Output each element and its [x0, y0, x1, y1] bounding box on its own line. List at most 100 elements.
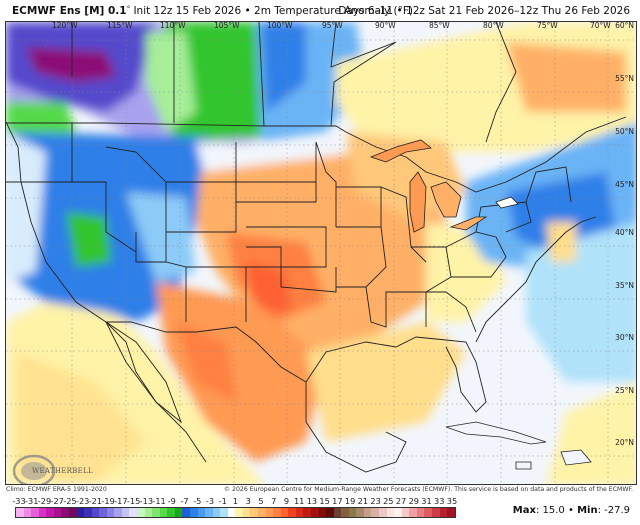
lon-label: 100°W: [267, 21, 293, 30]
colorbar-swatch: [303, 508, 311, 517]
init-time: Init 12z 15 Feb 2026: [133, 5, 242, 17]
colorbar-tick-label: 1: [232, 496, 239, 506]
lat-label: 55°N: [615, 74, 634, 83]
colorbar-swatch: [99, 508, 107, 517]
colorbar-tick-label: 17: [332, 496, 343, 506]
colorbar-tick-label: -19: [101, 496, 115, 506]
lat-label: 60°N: [615, 21, 634, 30]
colorbar-swatch: [288, 508, 296, 517]
colorbar-tick-label: 15: [319, 496, 330, 506]
colorbar-tick-label: 3: [245, 496, 251, 506]
colorbar: [15, 507, 456, 518]
colorbar-tick-label: 5: [258, 496, 264, 506]
caribbean-islands: [445, 421, 592, 470]
lat-label: 30°N: [615, 333, 634, 342]
lon-label: 115°W: [107, 21, 133, 30]
colorbar-tick-label: -33: [12, 496, 26, 506]
colorbar-tick-label: -17: [114, 496, 128, 506]
colorbar-swatch: [258, 508, 266, 517]
colorbar-swatch: [280, 508, 289, 517]
degree-symbol: °: [126, 5, 131, 13]
colorbar-swatch: [152, 508, 160, 517]
colorbar-swatch: [318, 508, 327, 517]
colorbar-swatch: [91, 508, 100, 517]
colorbar-tick-label: 33: [434, 496, 445, 506]
lon-label: 85°W: [429, 21, 450, 30]
logo-text: WEATHERBELL: [32, 467, 93, 475]
colorbar-swatch: [273, 508, 281, 517]
colorbar-swatch: [84, 508, 92, 517]
colorbar-swatch: [46, 508, 54, 517]
lon-label: 110°W: [160, 21, 186, 30]
colorbar-tick-label: 7: [271, 496, 277, 506]
anomaly-map: 120°W 115°W 110°W 105°W 100°W 95°W 90°W …: [5, 21, 637, 485]
colorbar-tick-label: 27: [395, 496, 407, 506]
colorbar-swatch: [431, 508, 440, 517]
credits-strip: Climo: ECMWF ERA-5 1991-2020 © 2026 Euro…: [5, 485, 637, 497]
colorbar-swatch: [114, 508, 122, 517]
colorbar-tick-label: -15: [126, 496, 141, 506]
colorbar-swatch: [16, 508, 24, 517]
lon-label: 120°W: [52, 21, 78, 30]
colorbar-tick-label: 23: [370, 496, 381, 506]
colorbar-tick-label: -27: [50, 496, 64, 506]
lon-label: 105°W: [214, 21, 240, 30]
lon-label: 95°W: [322, 21, 343, 30]
colorbar-swatch: [250, 508, 258, 517]
lon-label: 80°W: [483, 21, 504, 30]
colorbar-swatch: [212, 508, 221, 517]
colorbar-tick-label: 19: [344, 496, 356, 506]
colorbar-swatch: [220, 508, 228, 517]
colorbar-swatch: [137, 508, 145, 517]
colorbar-swatch: [265, 508, 274, 517]
colorbar-tick-label: 35: [446, 496, 458, 506]
colorbar-swatch: [401, 508, 410, 517]
weatherbell-logo: WEATHERBELL: [12, 452, 93, 484]
lat-label: 50°N: [615, 127, 634, 136]
min-value: -27.9: [604, 505, 630, 516]
colorbar-swatch: [348, 508, 357, 517]
colorbar-swatch: [174, 508, 183, 517]
colorbar-swatch: [144, 508, 153, 517]
colorbar-tick-label: -11: [152, 496, 166, 506]
colorbar-swatch: [159, 508, 168, 517]
model-name: ECMWF Ens [M] 0.1: [12, 5, 127, 17]
colorbar-swatch: [197, 508, 206, 517]
colorbar-swatch: [379, 508, 387, 517]
colorbar-swatch: [167, 508, 175, 517]
colorbar-swatch: [189, 508, 198, 517]
colorbar-tick-label: 13: [306, 496, 318, 506]
colorbar-tick-label: -1: [218, 496, 227, 506]
colorbar-swatch: [242, 508, 251, 517]
colorbar-swatch: [76, 508, 85, 517]
colorbar-swatch: [326, 508, 334, 517]
map-title: ECMWF Ens [M] 0.1° Init 12z 15 Feb 2026 …: [12, 5, 413, 17]
stats-separator: •: [567, 505, 574, 516]
colorbar-tick-label: 31: [421, 496, 432, 506]
colorbar-tick-label: -31: [25, 496, 39, 506]
valid-period: Days 6–11 • 12z Sat 21 Feb 2026–12z Thu …: [338, 5, 630, 17]
lat-label: 20°N: [615, 438, 634, 447]
colorbar-swatch: [409, 508, 417, 517]
climo-note: Climo: ECMWF ERA-5 1991-2020: [6, 486, 107, 493]
colorbar-swatch: [53, 508, 62, 517]
colorbar-tick-label: 29: [408, 496, 419, 506]
colorbar-tick-label: 25: [383, 496, 394, 506]
lat-label: 40°N: [615, 228, 634, 237]
colorbar-tick-label: -13: [139, 496, 154, 506]
colorbar-tick-label: -21: [88, 496, 103, 506]
colorbar-swatch: [333, 508, 342, 517]
colorbar-swatch: [129, 508, 137, 517]
colorbar-swatch: [68, 508, 77, 517]
max-min-stats: Max: 15.0 • Min: -27.9: [512, 505, 630, 516]
colorbar-swatch: [61, 508, 69, 517]
colorbar-swatch: [363, 508, 372, 517]
great-lakes: [369, 139, 519, 233]
colorbar-tick-label: -7: [180, 496, 189, 506]
colorbar-swatch: [341, 508, 349, 517]
max-value: 15.0: [542, 505, 565, 516]
colorbar-swatch: [356, 508, 364, 517]
colorbar-tick-label: -3: [205, 496, 215, 506]
colorbar-swatch: [371, 508, 379, 517]
graticule: [6, 22, 636, 484]
